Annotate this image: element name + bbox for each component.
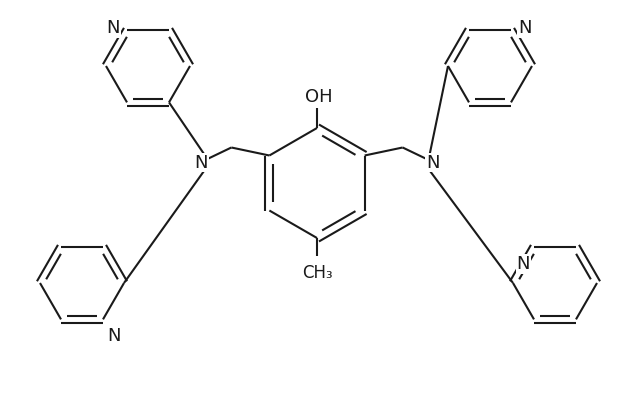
Text: N: N <box>107 327 120 345</box>
Text: N: N <box>195 154 208 172</box>
Text: N: N <box>426 154 440 172</box>
Text: N: N <box>518 18 531 36</box>
Text: N: N <box>516 255 530 273</box>
Text: CH₃: CH₃ <box>301 264 332 282</box>
Text: N: N <box>106 18 120 36</box>
Text: OH: OH <box>305 88 333 106</box>
